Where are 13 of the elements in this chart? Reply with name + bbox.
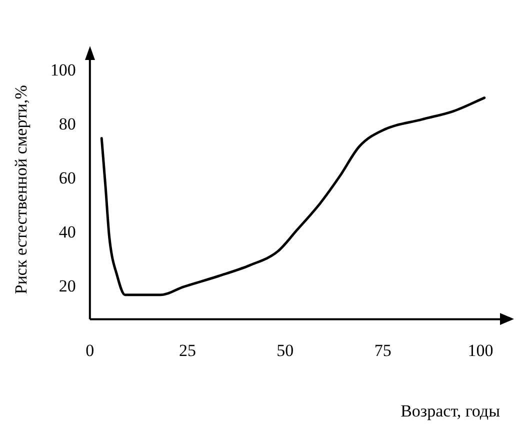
- x-tick-label: 0: [86, 340, 94, 360]
- y-tick-label: 100: [50, 60, 76, 80]
- x-tick-label: 75: [374, 340, 392, 360]
- y-tick-label: 60: [58, 168, 76, 188]
- line-series: [100, 96, 486, 296]
- x-tick-label: 50: [276, 340, 294, 360]
- x-tick-label: 100: [468, 340, 494, 360]
- x-tick-label: 25: [179, 340, 196, 360]
- x-axis-title: Возраст, годы: [400, 401, 501, 420]
- y-axis-title: Риск естественной смерти,%: [12, 85, 31, 294]
- y-tick-label: 20: [58, 276, 76, 296]
- y-tick-label: 40: [58, 222, 76, 242]
- y-tick-label: 80: [58, 114, 76, 134]
